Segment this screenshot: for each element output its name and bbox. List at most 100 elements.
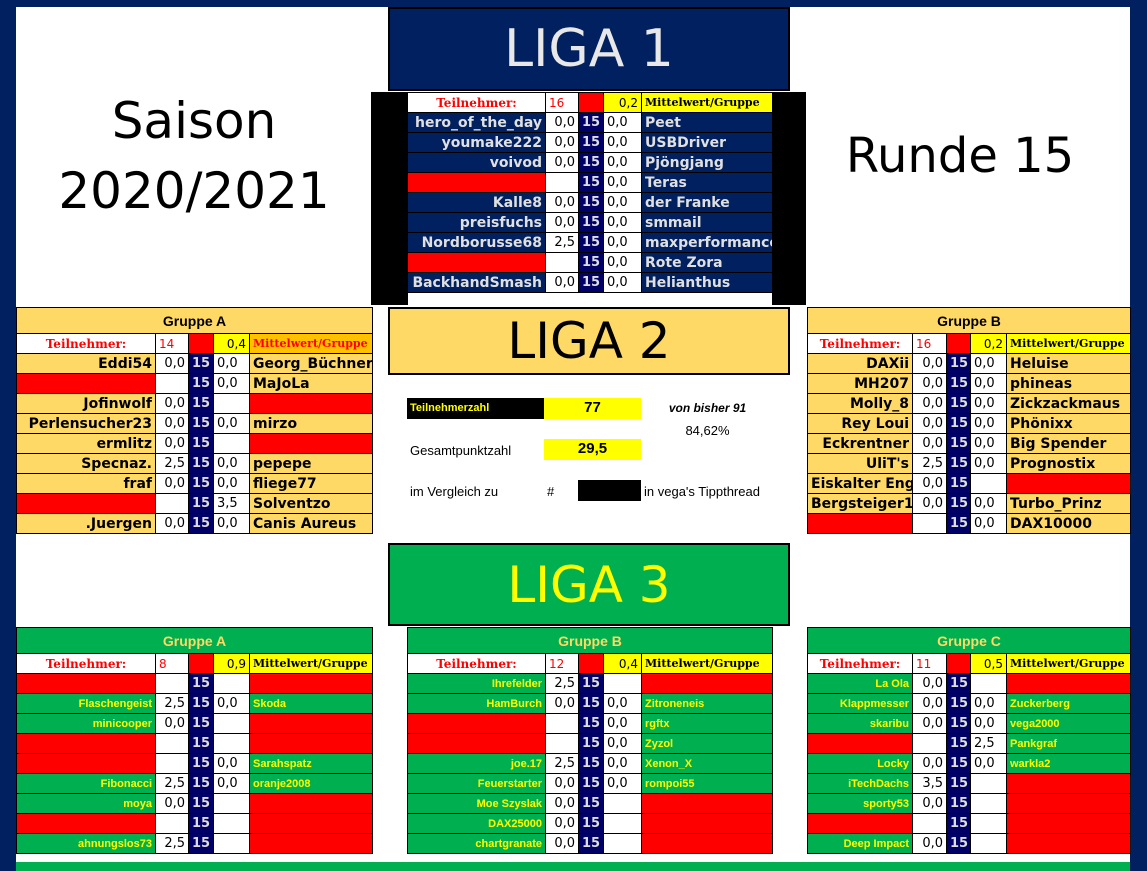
round-number: 15	[578, 813, 604, 834]
player-home: iTechDachs	[807, 773, 913, 794]
player-home	[407, 713, 546, 734]
points-away	[213, 813, 250, 834]
points-away	[213, 833, 250, 854]
points-home: 0,0	[545, 112, 579, 133]
round-number: 15	[578, 673, 604, 694]
points-away: 0,0	[970, 753, 1007, 774]
points-away: 0,0	[213, 453, 250, 474]
player-home	[407, 252, 546, 273]
points-away	[970, 673, 1007, 694]
hash-label: #	[547, 484, 555, 499]
points-home: 0,0	[155, 353, 189, 374]
table-row: DAX25000 0,0 15	[407, 813, 773, 834]
player-away	[1006, 673, 1131, 694]
points-away	[970, 813, 1007, 834]
table-row: skaribu 0,0 15 0,0 vega2000	[807, 713, 1131, 734]
percent: 84,62%	[685, 423, 730, 438]
mittelwert-label: Mittelwert/Gruppe	[1006, 333, 1131, 354]
table-row: 15 3,5 Solventzo	[16, 493, 374, 514]
frame-bottom	[16, 862, 1130, 871]
points-away: 0,0	[213, 413, 250, 434]
runde-label: Runde 15	[845, 128, 1075, 184]
points-away	[970, 773, 1007, 794]
player-away	[248, 793, 374, 814]
player-home	[16, 753, 156, 774]
points-home: 2,5	[155, 693, 189, 714]
player-away: Helianthus	[641, 272, 773, 293]
group-title: Gruppe A	[15, 627, 374, 654]
points-home: 0,0	[155, 793, 189, 814]
player-home: preisfuchs	[407, 212, 546, 233]
points-away: 0,0	[213, 353, 250, 374]
liga1-side-left	[371, 92, 408, 305]
player-home: Eddi54	[16, 353, 156, 374]
round-number: 15	[946, 513, 971, 534]
round-number: 15	[188, 393, 214, 414]
round-number: 15	[946, 353, 971, 374]
liga1-table: Teilnehmer: 16 0,2 Mittelwert/Gruppe hero_of…	[407, 92, 773, 293]
player-home: Rey Loui	[807, 413, 913, 434]
teilnehmer-count: 16	[912, 333, 947, 354]
player-away	[641, 793, 773, 814]
table-row: Jofinwolf 0,0 15	[16, 393, 374, 414]
player-away	[248, 813, 374, 834]
points-away: 0,0	[603, 112, 642, 133]
player-away: DAX10000	[1006, 513, 1131, 534]
group-mean: 0,2	[603, 92, 642, 113]
table-row: 15	[807, 813, 1131, 834]
frame-left	[0, 0, 16, 871]
table-row: sporty53 0,0 15	[807, 793, 1131, 814]
player-away: Zuckerberg	[1006, 693, 1131, 714]
teilnehmer-label: Teilnehmer:	[807, 653, 913, 674]
liga3-gruppe-b: Gruppe B Teilnehmer: 12 0,4 Mittelwert/Grupp…	[407, 627, 773, 854]
player-away: Xenon_X	[641, 753, 773, 774]
player-home: UliT's	[807, 453, 913, 474]
player-home: La Ola	[807, 673, 913, 694]
round-number: 15	[578, 152, 604, 173]
player-away	[248, 673, 374, 694]
player-away: pepepe	[248, 453, 374, 474]
round-number: 15	[946, 473, 971, 494]
round-number: 15	[946, 713, 971, 734]
round-number: 15	[188, 353, 214, 374]
points-home: 0,0	[912, 793, 947, 814]
table-row: 15 0,0 Teras	[407, 172, 773, 193]
player-home: DAXii	[807, 353, 913, 374]
von-bisher: von bisher 91	[668, 401, 747, 415]
points-away: 0,0	[970, 513, 1007, 534]
points-away: 0,0	[603, 232, 642, 253]
points-home: 0,0	[912, 473, 947, 494]
table-row: 15 0,0 MaJoLa	[16, 373, 374, 394]
points-away: 0,0	[970, 453, 1007, 474]
points-home: 0,0	[912, 753, 947, 774]
player-home: Locky	[807, 753, 913, 774]
player-home: Klappmesser	[807, 693, 913, 714]
table-row: Molly_8 0,0 15 0,0 Zickzackmaus	[807, 393, 1131, 414]
table-row: 15 0,0 DAX10000	[807, 513, 1131, 534]
round-number: 15	[578, 172, 604, 193]
table-row: Eiskalter Engel0,015	[807, 473, 1131, 494]
points-away: 0,0	[603, 152, 642, 173]
table-row: Klappmesser 0,0 15 0,0 Zuckerberg	[807, 693, 1131, 714]
points-away	[213, 673, 250, 694]
points-away: 0,0	[970, 373, 1007, 394]
points-home: 0,0	[545, 272, 579, 293]
points-home: 2,5	[545, 753, 579, 774]
round-number: 15	[946, 753, 971, 774]
player-away: Zyzol	[641, 733, 773, 754]
player-home: Fibonacci	[16, 773, 156, 794]
mittelwert-label: Mittelwert/Gruppe	[248, 333, 374, 354]
round-number: 15	[188, 753, 214, 774]
player-away: MaJoLa	[248, 373, 374, 394]
mittelwert-label: Mittelwert/Gruppe	[641, 92, 773, 113]
points-away: 0,0	[603, 713, 642, 734]
player-home: MH207	[807, 373, 913, 394]
liga1-side-right	[772, 92, 806, 305]
points-away: 0,0	[213, 753, 250, 774]
teilnehmer-count: 8	[155, 653, 189, 674]
teilnehmer-label: Teilnehmer:	[16, 333, 156, 354]
round-number: 15	[578, 693, 604, 714]
round-number: 15	[188, 493, 214, 514]
saison-year: 2020/2021	[58, 162, 330, 220]
round-number: 15	[188, 673, 214, 694]
